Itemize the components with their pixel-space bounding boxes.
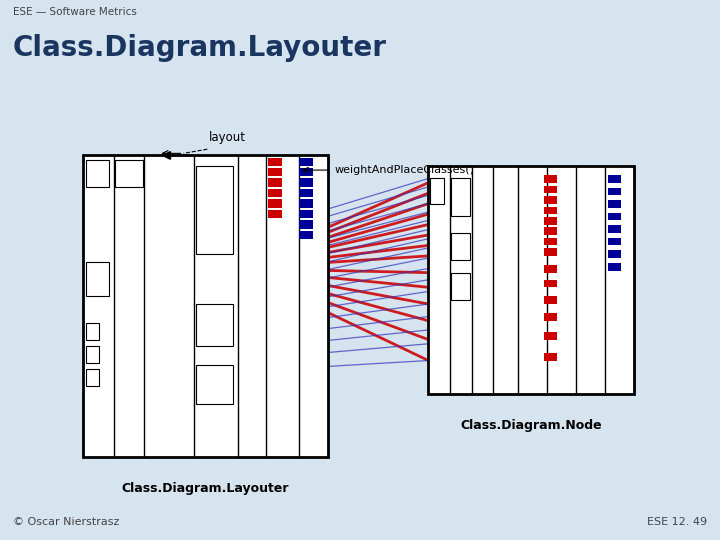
Bar bbox=[196, 304, 233, 346]
Bar bbox=[544, 296, 557, 304]
Text: ESE 12. 49: ESE 12. 49 bbox=[647, 517, 707, 528]
Bar bbox=[544, 217, 557, 225]
Text: © Oscar Nierstrasz: © Oscar Nierstrasz bbox=[13, 517, 120, 528]
Bar bbox=[544, 353, 557, 361]
Text: weightAndPlaceClasses(): weightAndPlaceClasses() bbox=[335, 165, 474, 175]
Bar bbox=[608, 200, 621, 208]
Bar bbox=[299, 189, 313, 197]
Bar bbox=[544, 248, 557, 256]
Bar bbox=[268, 168, 282, 177]
Bar bbox=[299, 231, 313, 239]
Bar bbox=[544, 280, 557, 287]
Bar bbox=[430, 178, 444, 204]
Bar bbox=[608, 175, 621, 183]
Bar bbox=[544, 206, 557, 214]
Bar bbox=[299, 199, 313, 208]
Text: layout: layout bbox=[209, 131, 246, 144]
Bar bbox=[428, 166, 634, 394]
Bar bbox=[268, 178, 282, 187]
Text: ESE — Software Metrics: ESE — Software Metrics bbox=[13, 7, 137, 17]
Bar bbox=[608, 213, 621, 220]
Bar bbox=[608, 225, 621, 233]
Bar bbox=[544, 265, 557, 273]
Bar bbox=[299, 178, 313, 187]
Bar bbox=[299, 220, 313, 228]
Bar bbox=[608, 188, 621, 195]
Bar bbox=[196, 364, 233, 404]
Bar bbox=[299, 168, 313, 177]
Text: Class.Diagram.Node: Class.Diagram.Node bbox=[460, 419, 602, 432]
Bar bbox=[268, 189, 282, 197]
Bar bbox=[86, 160, 109, 187]
Bar bbox=[299, 158, 313, 166]
Bar bbox=[608, 238, 621, 245]
Bar bbox=[544, 227, 557, 235]
Bar bbox=[268, 199, 282, 208]
Bar bbox=[83, 156, 328, 457]
Bar bbox=[608, 263, 621, 271]
Bar bbox=[196, 166, 233, 254]
Bar bbox=[544, 175, 557, 183]
Bar bbox=[451, 233, 470, 260]
Bar bbox=[86, 323, 99, 340]
Text: Class.Diagram.Layouter: Class.Diagram.Layouter bbox=[122, 482, 289, 495]
Bar bbox=[268, 158, 282, 166]
Bar bbox=[544, 238, 557, 245]
Bar bbox=[86, 369, 99, 386]
Bar bbox=[86, 346, 99, 363]
Bar bbox=[608, 251, 621, 258]
Bar bbox=[299, 210, 313, 218]
Bar bbox=[86, 262, 109, 296]
Bar bbox=[451, 178, 470, 216]
Bar bbox=[544, 313, 557, 321]
Text: Class.Diagram.Layouter: Class.Diagram.Layouter bbox=[13, 34, 387, 62]
Bar bbox=[544, 196, 557, 204]
Bar bbox=[451, 273, 470, 300]
Bar bbox=[115, 160, 143, 187]
Bar bbox=[268, 210, 282, 218]
Bar bbox=[544, 332, 557, 340]
Bar bbox=[544, 186, 557, 193]
